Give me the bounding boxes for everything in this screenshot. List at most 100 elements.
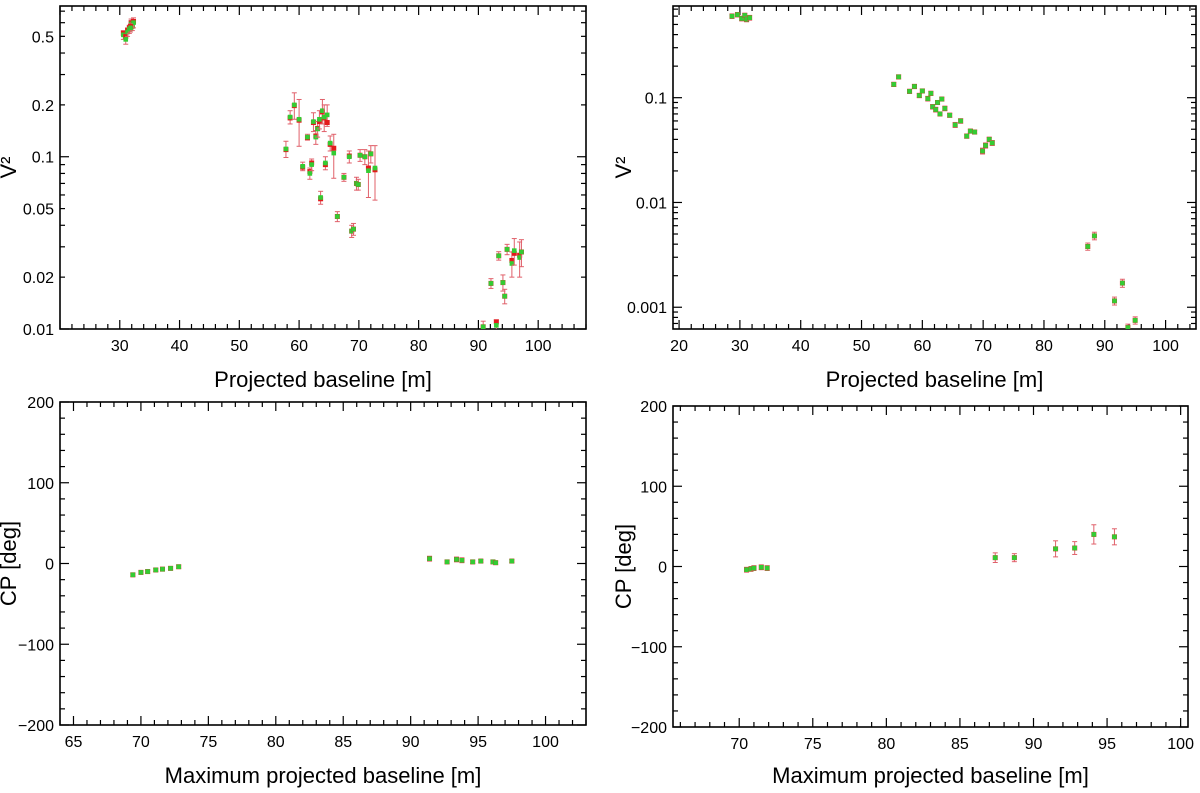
data-point [125,29,130,35]
data-point [470,559,476,565]
data-point [952,122,958,128]
data-point [444,559,450,565]
x-tick-label: 90 [470,338,488,355]
y-tick-label: 0 [658,560,667,577]
data-point [323,160,328,166]
x-tick-label: 30 [111,338,129,355]
data-point [331,150,337,156]
model-point [316,119,322,125]
data-point [341,174,347,180]
model-point [365,165,371,171]
data-point [355,182,361,187]
x-tick-label: 95 [469,734,487,751]
data-point [1132,318,1138,323]
model-point [493,319,499,325]
data-point [896,74,901,80]
data-point [493,560,498,565]
data-point [930,104,935,110]
data-point [305,134,310,140]
data-point [1112,298,1117,304]
data-point [351,226,356,232]
data-point [357,152,363,158]
data-point [480,324,486,329]
data-point [980,148,985,154]
data-point [758,565,764,570]
data-point [324,112,330,118]
data-point [907,89,912,94]
data-point [368,151,374,157]
y-axis-label: CP [deg] [0,521,21,606]
x-tick-label: 95 [1098,736,1116,753]
data-point [747,15,752,20]
data-point [1125,325,1131,329]
data-point [488,281,494,286]
data-point [153,567,159,573]
model-point [511,250,517,256]
data-point [925,96,931,101]
data-point [748,566,754,572]
data-point [920,88,925,94]
data-point [366,168,371,173]
x-tick-label: 90 [1096,338,1114,355]
data-point [916,93,922,98]
y-axis-label: CP [deg] [611,524,636,609]
data-point [992,555,998,560]
x-tick-label: 100 [1167,736,1194,753]
data-point [454,557,459,562]
data-layer [729,12,1138,329]
data-point [933,107,939,112]
y-tick-label: 100 [640,479,667,496]
y-tick-label: −200 [631,720,667,737]
model-point [324,120,330,126]
data-point [517,255,522,260]
x-axis-label: Projected baseline [m] [214,367,432,392]
y-tick-label: 0.05 [23,202,54,219]
x-tick-label: 40 [171,338,189,355]
model-point [509,257,515,263]
y-tick-label: 0.001 [627,300,667,317]
data-point [519,249,524,255]
x-tick-label: 75 [199,734,217,751]
y-tick-label: 0.5 [32,29,54,46]
data-point [327,140,333,146]
data-point [729,13,735,19]
y-tick-label: 0.02 [23,270,54,287]
x-tick-label: 70 [974,338,992,355]
data-layer [744,524,1117,573]
x-tick-label: 60 [290,338,308,355]
data-point [362,154,368,160]
data-layer [130,555,515,578]
data-point [942,106,948,111]
data-point [1012,555,1017,560]
data-point [964,133,970,139]
data-point [176,564,181,570]
data-point [502,293,508,299]
x-tick-label: 80 [877,736,895,753]
y-tick-label: 0.01 [23,322,54,339]
plot-frame [59,401,587,726]
data-point [509,558,515,564]
panel-bottom-left: 65 70 75 80 85 90 95 100 −200 −100 0 100 200 Maximum … [0,395,587,788]
x-tick-label: 70 [730,736,748,753]
data-point [160,566,165,572]
data-point [283,146,289,152]
y-tick-label: −100 [18,637,54,654]
model-point [331,145,337,151]
data-point [744,567,749,573]
data-point [742,13,748,18]
x-tick-label: 85 [334,734,352,751]
data-point [891,82,897,87]
y-tick-label: −100 [631,640,667,657]
y-tick-label: 0 [45,557,54,574]
data-point [496,253,502,259]
x-tick-label: 85 [951,736,969,753]
data-point [307,171,313,176]
data-point [1120,280,1125,286]
x-tick-label: 50 [230,338,248,355]
data-point [744,16,749,22]
data-point [1092,233,1097,239]
y-tick-label: 0.2 [32,98,54,115]
x-tick-label: 90 [1025,736,1043,753]
y-tick-label: 100 [27,476,54,493]
